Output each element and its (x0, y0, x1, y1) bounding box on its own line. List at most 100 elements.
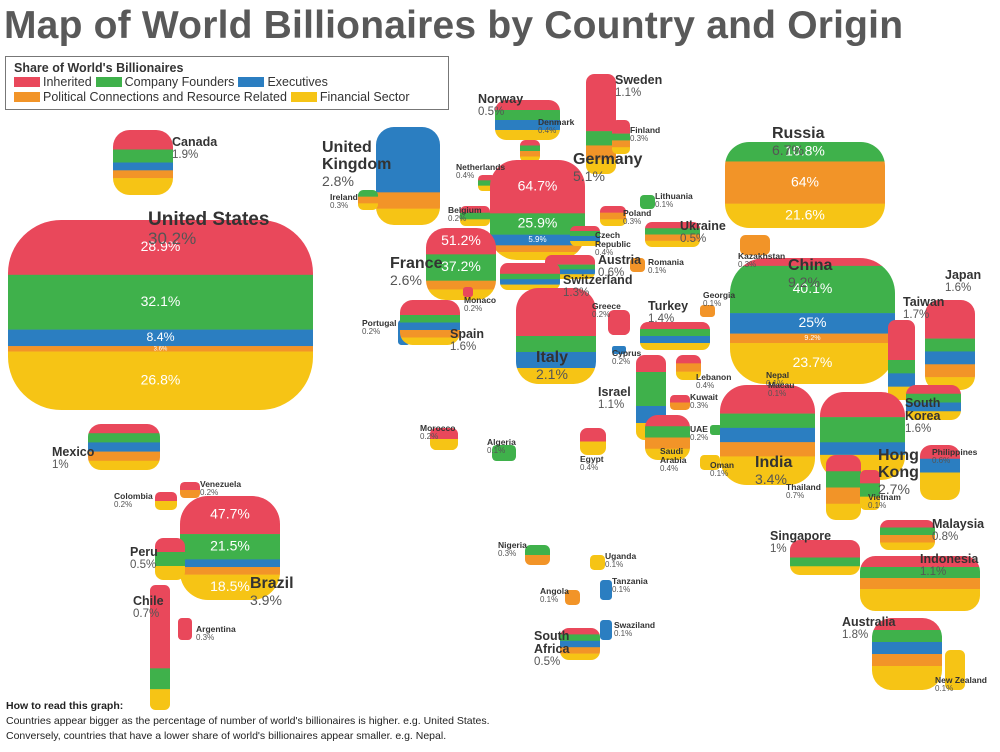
country-label: Mexico 1% (52, 445, 94, 471)
country-band (730, 265, 895, 314)
country-share: 1% (770, 543, 787, 556)
country-label: Nigeria 0.3% (498, 541, 527, 558)
country-share: 0.6% (598, 267, 625, 280)
country-name: Sweden (615, 73, 663, 87)
band-label: 5.9% (528, 235, 546, 244)
country-band (155, 566, 185, 580)
country-share: 0.1% (614, 628, 633, 638)
country-band (710, 425, 722, 435)
country (460, 206, 490, 226)
country-band (495, 110, 560, 121)
country-band (586, 159, 616, 174)
country-band (880, 535, 935, 543)
country-band (645, 240, 700, 247)
country-band (113, 170, 173, 179)
country-band (376, 208, 440, 225)
country-label: Angola 0.1% (540, 587, 569, 604)
country-band (430, 439, 458, 450)
country (600, 206, 626, 226)
country-band (720, 456, 815, 485)
country-label: Colombia 0.2% (114, 492, 153, 509)
country-share: 0.4% (580, 462, 599, 472)
country-band (400, 315, 460, 323)
country-share: 0.2% (200, 487, 219, 497)
country-label: China 9.2% (788, 257, 832, 289)
country (906, 385, 961, 420)
country-name: Vietnam (868, 492, 901, 502)
country-band (925, 351, 975, 365)
country-band (426, 228, 496, 255)
country-share: 1.1% (920, 566, 947, 579)
country-label: Czech Republic 0.4% (595, 231, 655, 257)
country-band (178, 618, 192, 640)
country: 47.7% 21.5% 18.5% (180, 496, 280, 600)
country-band (545, 264, 595, 270)
country-band (560, 653, 600, 660)
country (586, 74, 616, 174)
country-band (600, 620, 612, 640)
country (178, 618, 192, 640)
country-label: Taiwan 1.7% (903, 295, 944, 321)
country-band (426, 254, 496, 281)
country-label: Egypt 0.4% (580, 455, 604, 472)
country-band (906, 385, 961, 395)
country (872, 618, 942, 690)
country (700, 305, 715, 317)
country-share: 0.2% (448, 213, 467, 223)
legend-label: Company Founders (124, 75, 235, 89)
country-band (872, 618, 942, 631)
country-share: 30.2% (148, 228, 197, 248)
band-label: 21.6% (785, 207, 825, 223)
country-band (113, 149, 173, 163)
band-label: 9.2% (804, 334, 821, 342)
country-band (400, 337, 460, 345)
country (525, 545, 550, 565)
country-band (500, 263, 560, 275)
country-name: Swaziland (614, 620, 656, 630)
country-share: 1.8% (842, 629, 869, 642)
country-band (478, 185, 496, 191)
country (710, 425, 722, 435)
country-share: 1.1% (615, 87, 642, 100)
country-name: Singapore (770, 529, 832, 543)
country-share: 0.5% (680, 233, 707, 246)
country-label: Lebanon 0.4% (696, 373, 731, 390)
country-share: 0.5% (478, 106, 505, 119)
country-share: 0.4% (538, 125, 557, 135)
country-name: Thailand (786, 482, 821, 492)
footnote-line: Countries appear bigger as the percentag… (6, 715, 490, 728)
country-band (670, 402, 690, 410)
country-name: Spain (450, 327, 485, 341)
country-share: 6.7% (772, 141, 804, 158)
country-share: 0.8% (932, 531, 959, 544)
country-label: Germany 5.1% (573, 151, 642, 183)
country-band (570, 241, 600, 246)
country-share: 0.2% (690, 432, 709, 442)
country-band (478, 180, 496, 186)
country-name: Portugal (362, 318, 397, 328)
country-band (180, 574, 280, 600)
country-label: Australia 1.8% (842, 615, 896, 642)
country-band (490, 252, 585, 260)
country-band (570, 226, 600, 232)
country-band (730, 258, 895, 267)
country-band (88, 433, 160, 443)
country-band (640, 336, 710, 344)
country-share: 1.1% (598, 399, 625, 412)
country-name: Turkey (648, 299, 689, 313)
country-name: Kuwait (690, 392, 718, 402)
band-label: 64.7% (518, 177, 558, 193)
country-band (700, 305, 715, 317)
country-label: UAE 0.2% (690, 425, 708, 442)
country-name: United States (148, 209, 270, 230)
band-label: 40.1% (793, 280, 833, 296)
country-label: Russia 6.7% (772, 125, 824, 158)
country-band (820, 417, 905, 443)
country-band (860, 483, 880, 497)
country-band (645, 234, 700, 242)
country-name: Finland (630, 125, 661, 135)
country-band (580, 428, 606, 442)
country-band (8, 351, 313, 410)
country-band (925, 364, 975, 378)
band-label: 18.5% (210, 578, 250, 594)
